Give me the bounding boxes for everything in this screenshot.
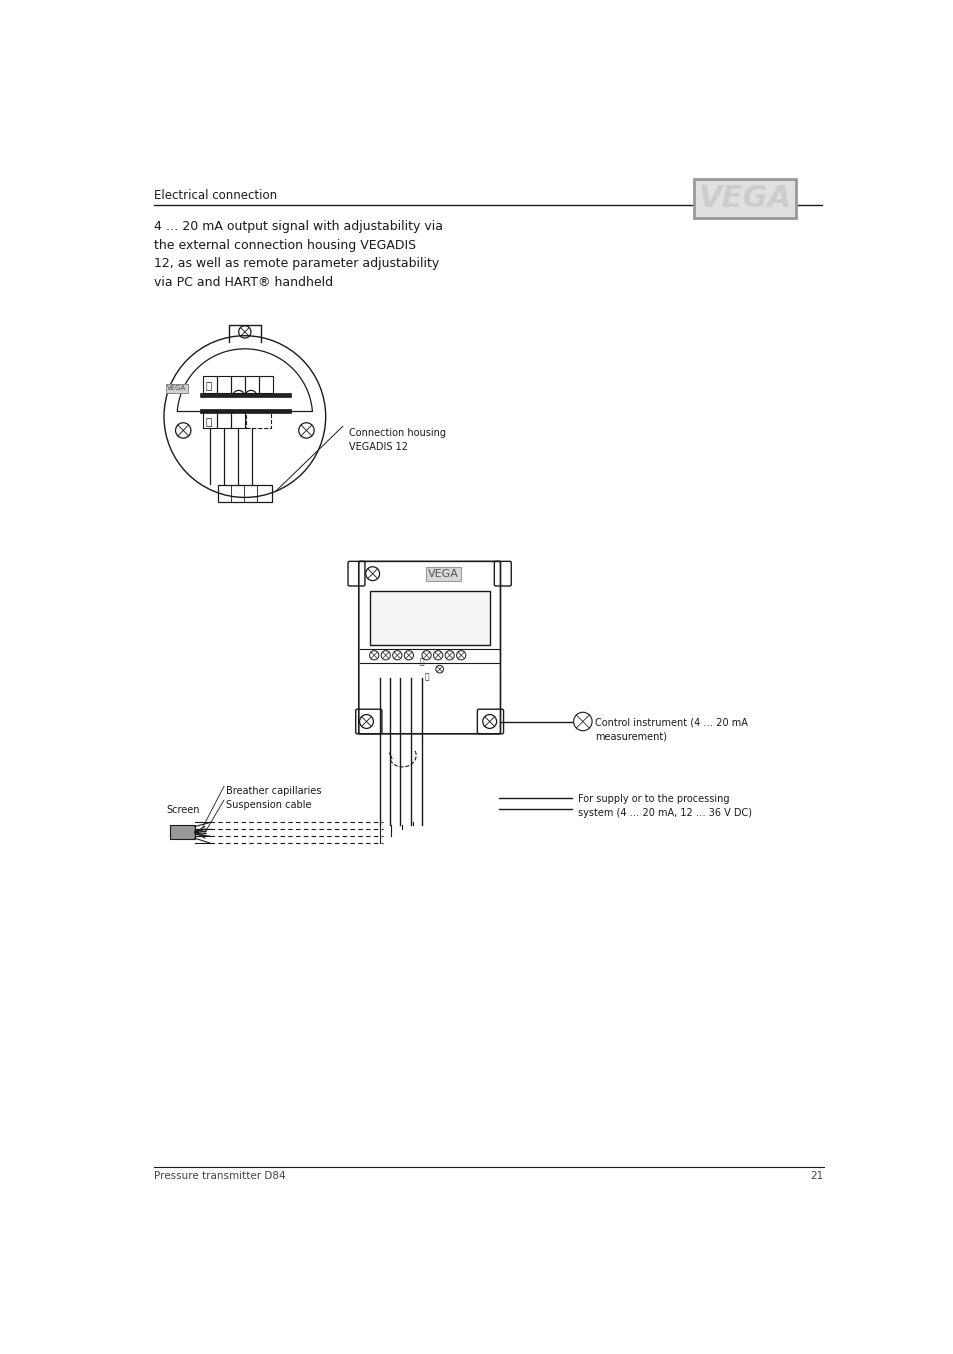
Text: ⏚: ⏚: [419, 658, 424, 666]
Bar: [203, 412, 217, 428]
Bar: [258, 376, 273, 393]
Bar: [246, 412, 271, 428]
Text: For supply or to the processing
system (4 … 20 mA, 12 … 36 V DC): For supply or to the processing system (…: [578, 793, 752, 818]
Text: 4 … 20 mA output signal with adjustability via
the external connection housing V: 4 … 20 mA output signal with adjustabili…: [153, 221, 442, 288]
Text: Screen: Screen: [166, 806, 199, 815]
Text: VEGA: VEGA: [167, 385, 186, 391]
Text: 21: 21: [810, 1171, 823, 1181]
Bar: [200, 409, 291, 413]
Bar: [200, 393, 291, 397]
Text: Electrical connection: Electrical connection: [153, 188, 276, 202]
Bar: [231, 412, 245, 428]
Bar: [217, 412, 231, 428]
Text: ⏚: ⏚: [205, 416, 212, 425]
Bar: [170, 826, 194, 839]
Text: Control instrument (4 … 20 mA
measurement): Control instrument (4 … 20 mA measuremen…: [595, 718, 747, 742]
Text: Pressure transmitter D84: Pressure transmitter D84: [153, 1171, 285, 1181]
Text: VEGA: VEGA: [698, 184, 791, 213]
Text: ⏚: ⏚: [424, 672, 429, 681]
Bar: [203, 376, 217, 393]
Text: ⏚: ⏚: [205, 380, 212, 390]
Bar: [369, 590, 489, 645]
Bar: [217, 485, 272, 502]
Bar: [217, 376, 231, 393]
Text: Connection housing
VEGADIS 12: Connection housing VEGADIS 12: [349, 428, 445, 452]
Text: VEGA: VEGA: [428, 569, 458, 580]
Text: Breather capillaries: Breather capillaries: [225, 787, 321, 796]
Bar: [245, 376, 258, 393]
Bar: [231, 376, 245, 393]
Text: Suspension cable: Suspension cable: [225, 800, 311, 810]
